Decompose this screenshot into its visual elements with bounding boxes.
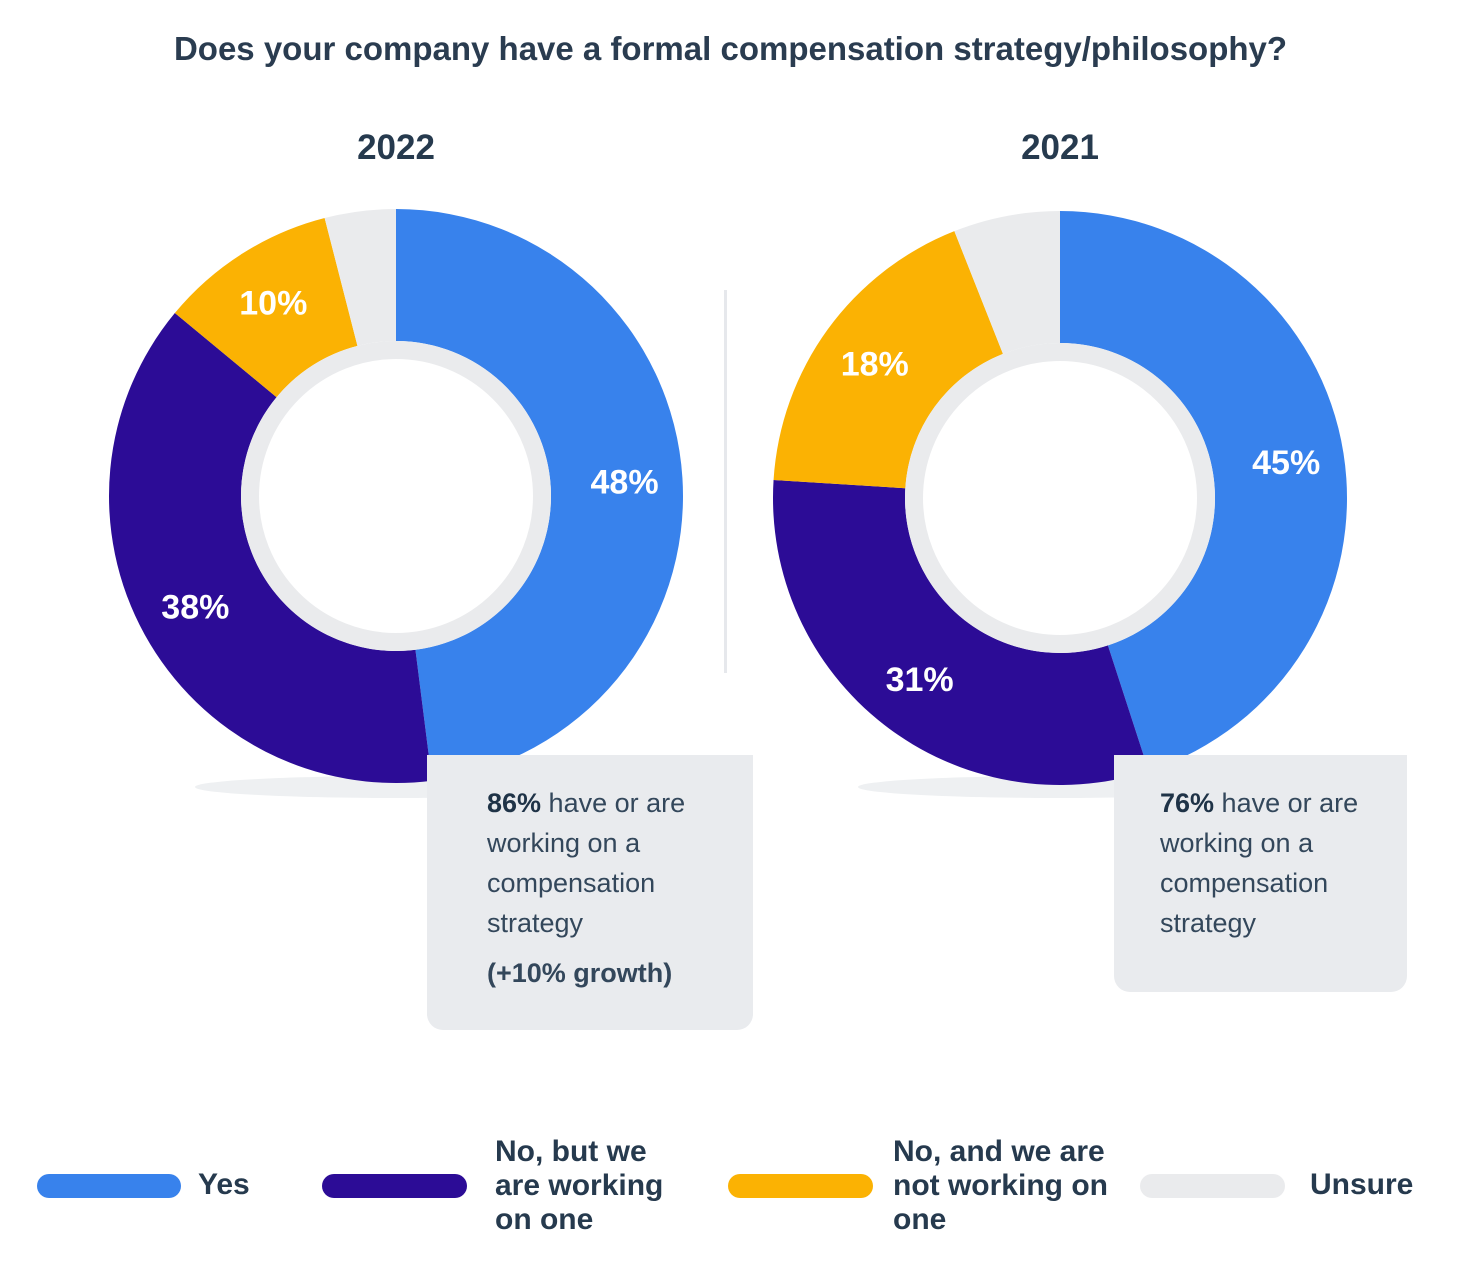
legend-swatch-not-working [728,1174,873,1198]
divider [724,290,727,673]
callout-2021: 76% have or are working on a compensatio… [1114,755,1407,992]
legend-swatch-yes [37,1174,181,1198]
legend-swatch-working [322,1174,467,1198]
year-label-2022: 2022 [357,128,435,167]
data-label-2021-yes: 45% [1252,444,1320,482]
donut-segment-2021-not-working [773,231,1003,489]
legend-label-yes: Yes [198,1168,250,1201]
data-label-2022-not-working: 10% [239,285,307,323]
callout-text: have or are working on a compensation st… [487,788,686,938]
legend-label-unsure: Unsure [1310,1168,1414,1201]
donut-segment-2022-not-working [174,218,358,398]
donut-segment-2022-unsure [324,209,396,346]
donut-segment-2021-yes [1060,211,1348,771]
data-label-2022-working: 38% [161,588,229,626]
donut-segment-2021-unsure [954,211,1060,354]
chart-title: Does your company have a formal compensa… [173,30,1288,67]
data-label-2022-yes: 48% [591,464,659,502]
donut-segment-2022-yes [396,209,684,781]
donut-inner-ring-2021 [905,343,1215,653]
legend-label-not-working: No, and we are not working on one [893,1135,1108,1236]
callout-highlight: 76% [1160,788,1215,818]
legend-swatch-unsure [1140,1174,1285,1198]
year-label-2021: 2021 [1021,128,1099,167]
callout-growth: (+10% growth) [487,958,673,988]
data-label-2021-working: 31% [886,661,954,699]
callout-text: have or are working on a compensation st… [1160,788,1359,938]
donut-inner-ring-2022 [241,341,551,651]
callout-2022: 86% have or are working on a compensatio… [427,755,753,1030]
legend-label-working: No, but we are working on one [495,1135,664,1236]
donut-segment-2021-working [772,479,1149,785]
data-label-2021-not-working: 18% [841,345,909,383]
callout-highlight: 86% [487,788,542,818]
donut-segment-2022-working [108,313,432,783]
